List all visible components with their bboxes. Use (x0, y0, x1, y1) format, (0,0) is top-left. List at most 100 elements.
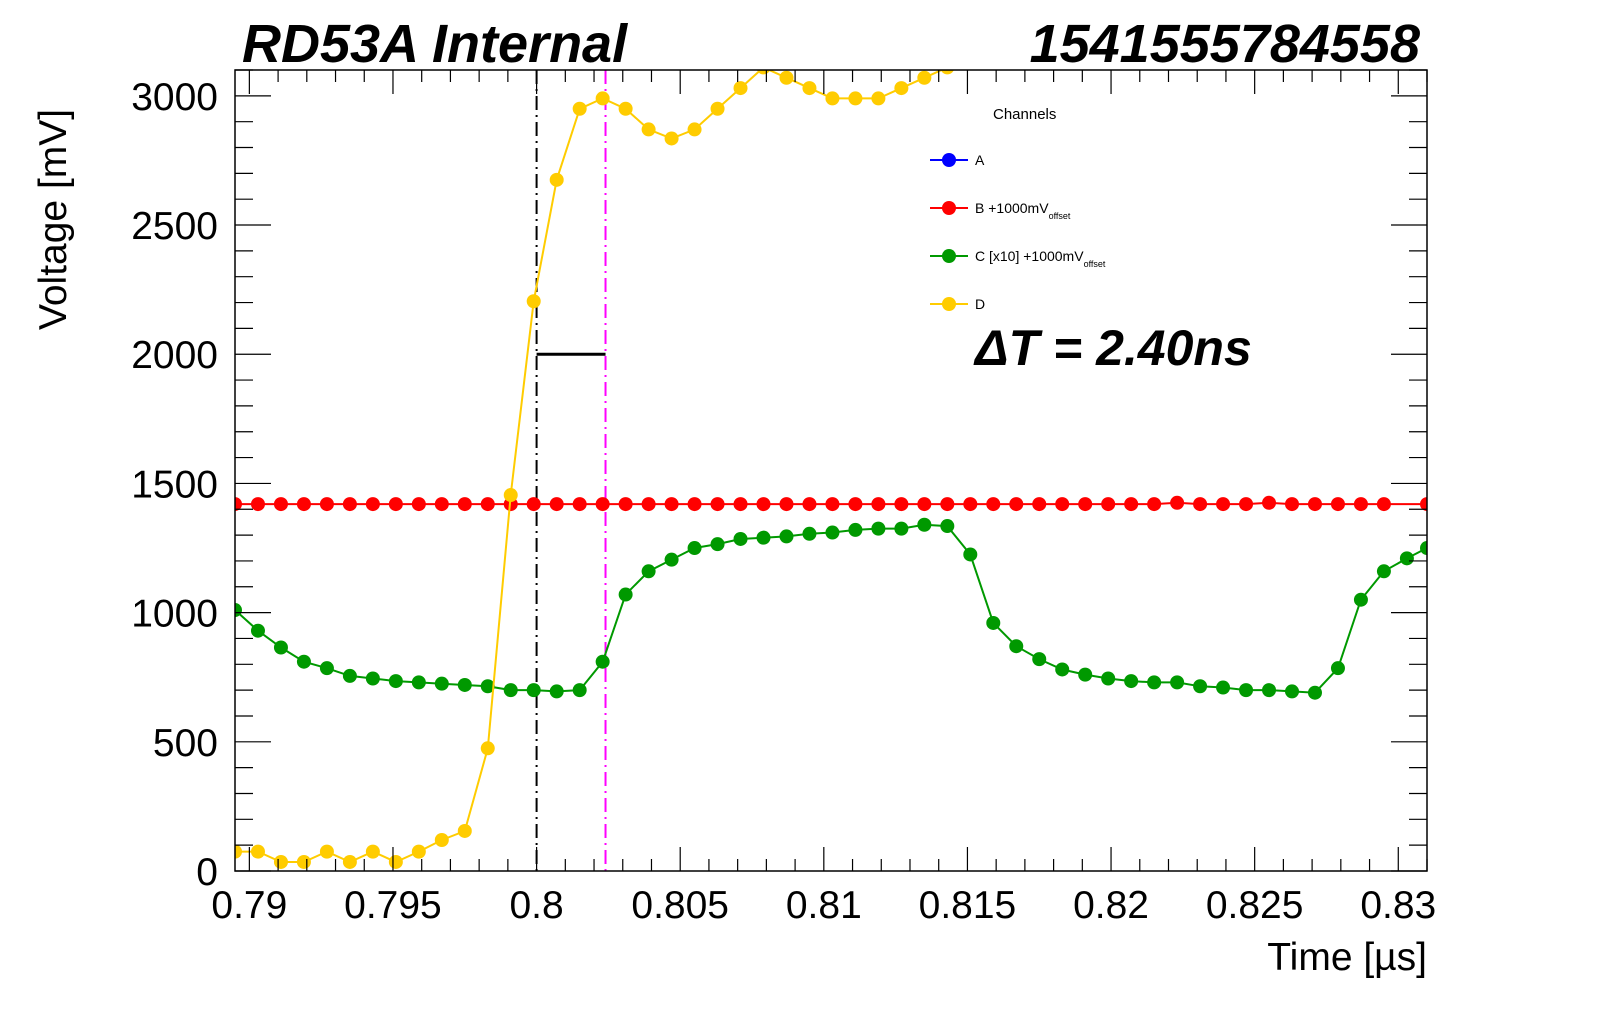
series-C-point (664, 552, 679, 567)
series-C-point (1353, 592, 1368, 607)
series-D-point (411, 844, 426, 859)
series-C-point (917, 517, 932, 532)
y-tick-label: 1500 (131, 463, 218, 506)
series-B-point (595, 497, 610, 512)
y-tick-label: 0 (196, 851, 218, 894)
series-D-point (365, 844, 380, 859)
y-axis-title: Voltage [mV] (32, 109, 75, 330)
series-C-point (848, 522, 863, 537)
series-D-point (618, 101, 633, 116)
series-B-point (572, 497, 587, 512)
series-B-point (1353, 497, 1368, 512)
series-D-point (342, 854, 357, 869)
series-D-point (940, 70, 954, 75)
legend-entry-subscript: offset (1049, 211, 1071, 221)
legend-swatch-marker (942, 153, 956, 167)
series-C-point (1399, 551, 1414, 566)
series-D-point (664, 131, 679, 146)
series-C-point (411, 675, 426, 690)
legend-swatch-marker (942, 249, 956, 263)
series-B-point (871, 497, 886, 512)
series-B-point (848, 497, 863, 512)
x-tick-label: 0.795 (344, 884, 442, 927)
series-C-point (1101, 671, 1116, 686)
series-B-point (894, 497, 909, 512)
series-B-point (756, 497, 771, 512)
series-D-point (235, 844, 242, 859)
series-D-point (296, 854, 311, 869)
series-C-point (250, 623, 265, 638)
series-D-point (779, 70, 794, 85)
series-B-point (710, 497, 725, 512)
series-D-point (549, 172, 564, 187)
series-B-point (1330, 497, 1345, 512)
series-B-point (664, 497, 679, 512)
series-C-point (1239, 683, 1254, 698)
series-B-point (1285, 497, 1300, 512)
series-B-line (235, 501, 1427, 506)
y-tick-label: 1000 (131, 593, 218, 636)
series-C-point (549, 684, 564, 699)
series-B-point (342, 497, 357, 512)
legend-swatch-marker (942, 201, 956, 215)
series-C-point (802, 526, 817, 541)
series-D-point (733, 81, 748, 96)
y-tick-label: 3000 (131, 76, 218, 119)
legend-swatch-marker (942, 297, 956, 311)
series-C-point (1420, 541, 1427, 556)
series-B-point (641, 497, 656, 512)
series-B-point (1032, 497, 1047, 512)
series-C-point (618, 587, 633, 602)
series-B-point (917, 497, 932, 512)
series-B-point (365, 497, 380, 512)
series-B-point (779, 497, 794, 512)
series-C-point (1376, 564, 1391, 579)
series-B-point (480, 497, 495, 512)
series-D-point (687, 122, 702, 137)
series-B-point (618, 497, 633, 512)
series-C-point (1193, 679, 1208, 694)
series-C-point (365, 671, 380, 686)
series-C-point (825, 525, 840, 540)
plot-area (235, 50, 1427, 871)
series-C-point (1170, 675, 1185, 690)
x-tick-label: 0.825 (1206, 884, 1304, 927)
series-D-point (572, 101, 587, 116)
series-D-point (848, 91, 863, 106)
series-C-point (1262, 683, 1277, 698)
x-tick-label: 0.81 (786, 884, 862, 927)
series-C-point (687, 541, 702, 556)
series-D-point (802, 81, 817, 96)
series-C-point (319, 661, 334, 676)
chart-header-right: 1541555784558 (1030, 14, 1420, 74)
series-D-point (825, 91, 840, 106)
series-B-point (1376, 497, 1391, 512)
x-tick-label: 0.83 (1360, 884, 1436, 927)
series-B-point (1009, 497, 1024, 512)
series-C-point (986, 615, 1001, 630)
series-C-point (1032, 652, 1047, 667)
series-D-point (871, 91, 886, 106)
series-B-point (1307, 497, 1322, 512)
series-C-point (572, 683, 587, 698)
series-C-point (434, 676, 449, 691)
series-C-point (641, 564, 656, 579)
series-C-line (235, 523, 1427, 694)
series-C-point (733, 531, 748, 546)
series-C-point (1330, 661, 1345, 676)
series-C-point (388, 674, 403, 689)
series-D-point (434, 832, 449, 847)
series-C-point (503, 683, 518, 698)
series-C-point (1124, 674, 1139, 689)
series-B-point (549, 497, 564, 512)
legend-entry-A: A (975, 152, 985, 168)
series-D-point (963, 50, 977, 64)
series-D-point (388, 854, 403, 869)
legend-entry-C: C [x10] +1000mVoffset (975, 248, 1106, 269)
plot-frame (234, 69, 1428, 872)
series-C-point (1055, 662, 1070, 677)
series-B-point (940, 497, 955, 512)
series-C-point (480, 679, 495, 694)
series-D-point (273, 854, 288, 869)
